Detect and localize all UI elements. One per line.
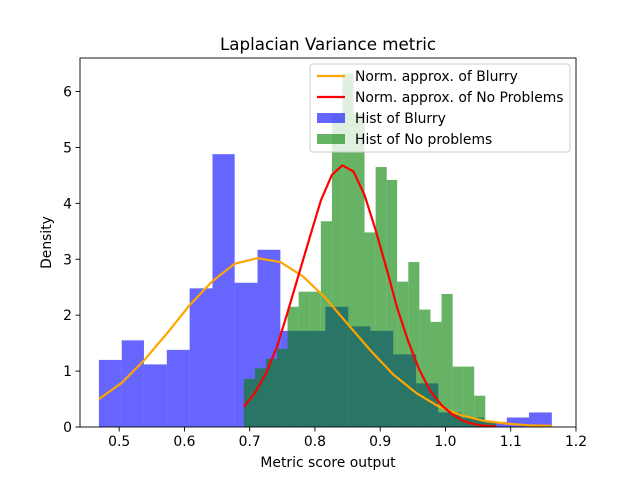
x-tick-label: 0.6 — [173, 434, 195, 450]
x-axis-label: Metric score output — [260, 455, 396, 471]
histogram-bar — [529, 412, 552, 427]
histogram-bar — [463, 366, 475, 427]
x-tick-label: 1.1 — [500, 434, 522, 450]
histogram-bar — [506, 417, 530, 427]
histogram-bar — [452, 366, 464, 427]
histogram-bar — [408, 262, 420, 427]
histogram-bar — [419, 309, 431, 427]
histogram-bar — [342, 73, 354, 427]
histogram-no-problems — [243, 73, 497, 427]
x-tick-label: 1.2 — [565, 434, 587, 450]
y-tick-label: 0 — [63, 420, 72, 436]
histogram-bar — [266, 358, 278, 427]
histogram-bar — [320, 221, 332, 427]
histogram-bar — [143, 364, 167, 427]
y-tick-label: 2 — [63, 308, 72, 324]
histogram-bar — [254, 368, 266, 427]
legend-label: Norm. approx. of Blurry — [355, 69, 518, 85]
histogram-bar — [212, 154, 235, 427]
x-tick-label: 0.7 — [239, 434, 261, 450]
y-tick-label: 4 — [63, 196, 72, 212]
legend-patch-swatch — [317, 134, 345, 144]
x-tick-label: 0.8 — [304, 434, 326, 450]
histogram-bar — [298, 291, 310, 427]
y-axis-label: Density — [39, 216, 55, 269]
norm-approx-no-problems-line — [242, 164, 497, 427]
axes-frame — [79, 57, 577, 428]
y-tick-label: 3 — [63, 252, 72, 268]
histogram-bar — [121, 340, 144, 427]
legend-label: Norm. approx. of No Problems — [355, 90, 564, 106]
plot-area — [98, 73, 552, 427]
legend-label: Hist of No problems — [355, 132, 492, 148]
y-tick-label: 5 — [63, 140, 72, 156]
legend-patch-swatch — [317, 113, 345, 123]
y-axis: 0 1 2 3 4 5 6 — [63, 85, 80, 436]
histogram-bar — [397, 281, 409, 427]
histogram-bar — [309, 291, 321, 427]
histogram-bar — [474, 395, 486, 427]
histogram-bar — [331, 113, 343, 427]
x-tick-label: 0.9 — [369, 434, 391, 450]
histogram-bar — [353, 113, 365, 427]
histogram-bar — [243, 378, 255, 427]
legend-box — [309, 63, 571, 153]
histogram-bar — [287, 306, 299, 427]
histogram-bar — [189, 288, 213, 427]
x-tick-label: 0.5 — [108, 434, 130, 450]
histogram-bar — [166, 349, 190, 427]
legend: Norm. approx. of Blurry Norm. approx. of … — [309, 63, 571, 153]
histogram-bar — [386, 179, 398, 427]
histogram-bar — [375, 167, 387, 427]
histogram-bar — [485, 421, 497, 427]
x-axis: 0.5 0.6 0.7 0.8 0.9 1.0 1.1 1.2 — [108, 427, 587, 450]
norm-approx-blurry-line — [98, 257, 552, 427]
histogram-bar — [441, 293, 453, 427]
histogram-bar — [430, 321, 442, 427]
x-tick-label: 1.0 — [434, 434, 456, 450]
y-tick-label: 6 — [63, 85, 72, 101]
y-tick-label: 1 — [63, 364, 72, 380]
chart-title: Laplacian Variance metric — [220, 34, 436, 54]
histogram-bar — [98, 359, 122, 427]
legend-label: Hist of Blurry — [355, 111, 446, 127]
histogram-bar — [364, 232, 376, 427]
histogram-bar — [277, 348, 288, 427]
